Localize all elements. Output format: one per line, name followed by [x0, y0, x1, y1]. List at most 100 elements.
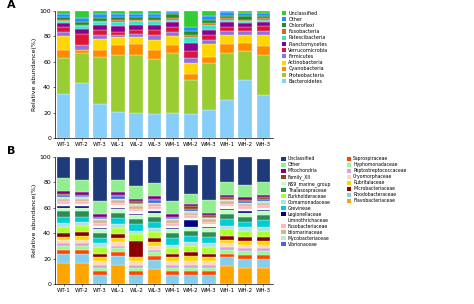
Bar	[57, 178, 71, 191]
Bar	[238, 19, 252, 21]
Bar	[202, 227, 216, 228]
Bar	[111, 180, 125, 192]
Bar	[147, 114, 161, 138]
Bar	[184, 43, 198, 51]
Bar	[238, 237, 252, 241]
Bar	[111, 157, 125, 180]
Bar	[184, 246, 198, 252]
Bar	[93, 104, 107, 138]
Bar	[220, 214, 234, 219]
Bar	[184, 242, 198, 246]
Legend: Saprospiraceae, Hyphomonadaceae, Peptostreptococcaceae, Cryomorphaceae, Rubrital: Saprospiraceae, Hyphomonadaceae, Peptost…	[347, 156, 407, 203]
Bar	[147, 50, 161, 59]
Bar	[256, 255, 270, 259]
Bar	[166, 257, 180, 261]
Bar	[256, 13, 270, 16]
Bar	[57, 94, 71, 138]
Bar	[75, 25, 89, 26]
Bar	[75, 158, 89, 180]
Bar	[75, 236, 89, 240]
Bar	[93, 265, 107, 268]
Bar	[147, 15, 161, 17]
Bar	[184, 252, 198, 256]
Bar	[238, 200, 252, 201]
Bar	[93, 219, 107, 220]
Bar	[256, 182, 270, 195]
Bar	[147, 21, 161, 25]
Bar	[202, 35, 216, 40]
Bar	[184, 231, 198, 236]
Bar	[202, 216, 216, 218]
Bar	[220, 201, 234, 204]
Y-axis label: Relative abundance(%): Relative abundance(%)	[32, 38, 36, 111]
Bar	[166, 268, 180, 271]
Bar	[57, 21, 71, 23]
Bar	[93, 216, 107, 218]
Bar	[202, 265, 216, 268]
Bar	[129, 55, 143, 113]
Bar	[93, 268, 107, 271]
Bar	[147, 242, 161, 246]
Bar	[202, 254, 216, 257]
Bar	[147, 155, 161, 183]
Bar	[166, 229, 180, 233]
Bar	[202, 213, 216, 215]
Bar	[202, 228, 216, 232]
Bar	[129, 209, 143, 212]
Bar	[93, 39, 107, 50]
Bar	[220, 16, 234, 18]
Bar	[111, 192, 125, 195]
Bar	[93, 223, 107, 226]
Bar	[256, 159, 270, 182]
Bar	[75, 50, 89, 53]
Bar	[256, 231, 270, 237]
Bar	[147, 228, 161, 232]
Bar	[184, 58, 198, 63]
Bar	[238, 251, 252, 255]
Bar	[147, 204, 161, 206]
Bar	[93, 228, 107, 229]
Bar	[202, 11, 216, 16]
Bar	[111, 213, 125, 218]
Bar	[93, 15, 107, 18]
Bar	[166, 254, 180, 257]
Bar	[129, 19, 143, 21]
Bar	[256, 22, 270, 26]
Bar	[111, 228, 125, 234]
Bar	[166, 216, 180, 218]
Bar	[147, 238, 161, 242]
Bar	[147, 59, 161, 114]
Bar	[256, 199, 270, 201]
Bar	[184, 275, 198, 284]
Bar	[111, 242, 125, 246]
Bar	[129, 234, 143, 241]
Bar	[129, 34, 143, 37]
Bar	[184, 74, 198, 80]
Bar	[220, 250, 234, 254]
Bar	[111, 196, 125, 199]
Bar	[166, 238, 180, 245]
Bar	[202, 155, 216, 200]
Bar	[166, 219, 180, 220]
Bar	[57, 208, 71, 212]
Bar	[220, 31, 234, 35]
Bar	[220, 195, 234, 197]
Bar	[202, 40, 216, 44]
Bar	[202, 200, 216, 213]
Bar	[129, 214, 143, 215]
Bar	[57, 197, 71, 199]
Bar	[166, 226, 180, 228]
Bar	[129, 199, 143, 201]
Bar	[184, 35, 198, 37]
Bar	[93, 229, 107, 233]
Bar	[93, 11, 107, 15]
Bar	[93, 50, 107, 57]
Bar	[202, 57, 216, 63]
Bar	[220, 210, 234, 214]
Bar	[57, 250, 71, 254]
Bar	[111, 248, 125, 252]
Bar	[238, 216, 252, 222]
Bar	[238, 206, 252, 209]
Bar	[238, 241, 252, 245]
Bar	[129, 44, 143, 55]
